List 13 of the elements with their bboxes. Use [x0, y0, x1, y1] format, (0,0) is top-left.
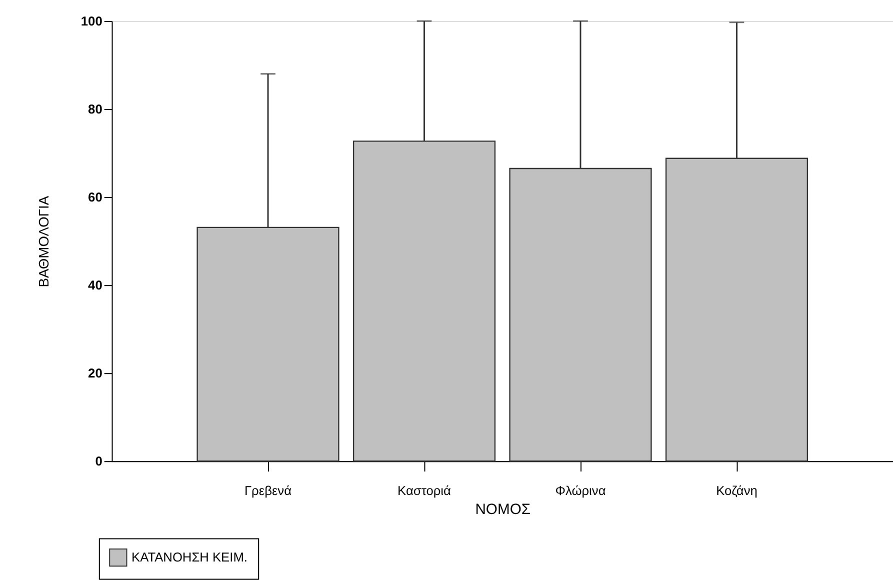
y-tick-label: 40: [88, 278, 102, 293]
y-tick-label: 80: [88, 102, 102, 117]
x-tick-label: Κοζάνη: [716, 483, 758, 498]
x-tick-label: Φλώρινα: [555, 483, 606, 498]
legend-label: ΚΑΤΑΝΟΗΣΗ ΚΕΙΜ.: [132, 549, 248, 564]
x-tick-label: Γρεβενά: [244, 483, 292, 498]
y-tick-label: 0: [95, 454, 102, 469]
x-axis-title: ΝΟΜΟΣ: [475, 502, 531, 518]
y-axis-title: ΒΑΘΜΟΛΟΓΙΑ: [35, 195, 52, 288]
x-tick-label: Καστοριά: [398, 483, 452, 498]
y-tick-label: 60: [88, 190, 102, 205]
y-tick-label: 100: [80, 13, 102, 28]
y-tick-label: 20: [88, 366, 102, 381]
